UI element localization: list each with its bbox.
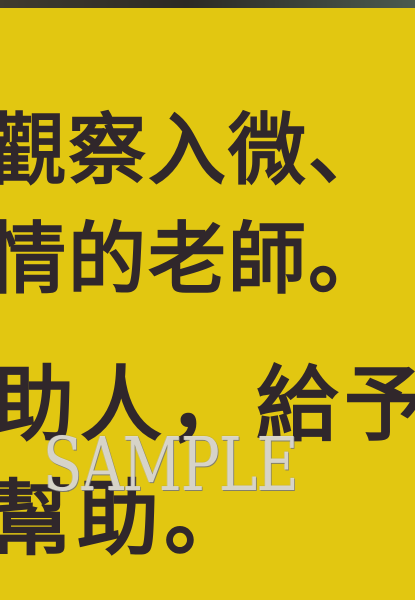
sign-text-line-3: 助人，給予 [0, 358, 415, 453]
sign-text-line-1: 觀察入微、 [0, 106, 389, 196]
top-edge-strip [0, 0, 415, 8]
sample-watermark: SAMPLE [43, 422, 299, 508]
sign-text-line-2: 情的老師。 [0, 215, 389, 305]
sign-text-line-4: 幫助。 [0, 472, 252, 567]
